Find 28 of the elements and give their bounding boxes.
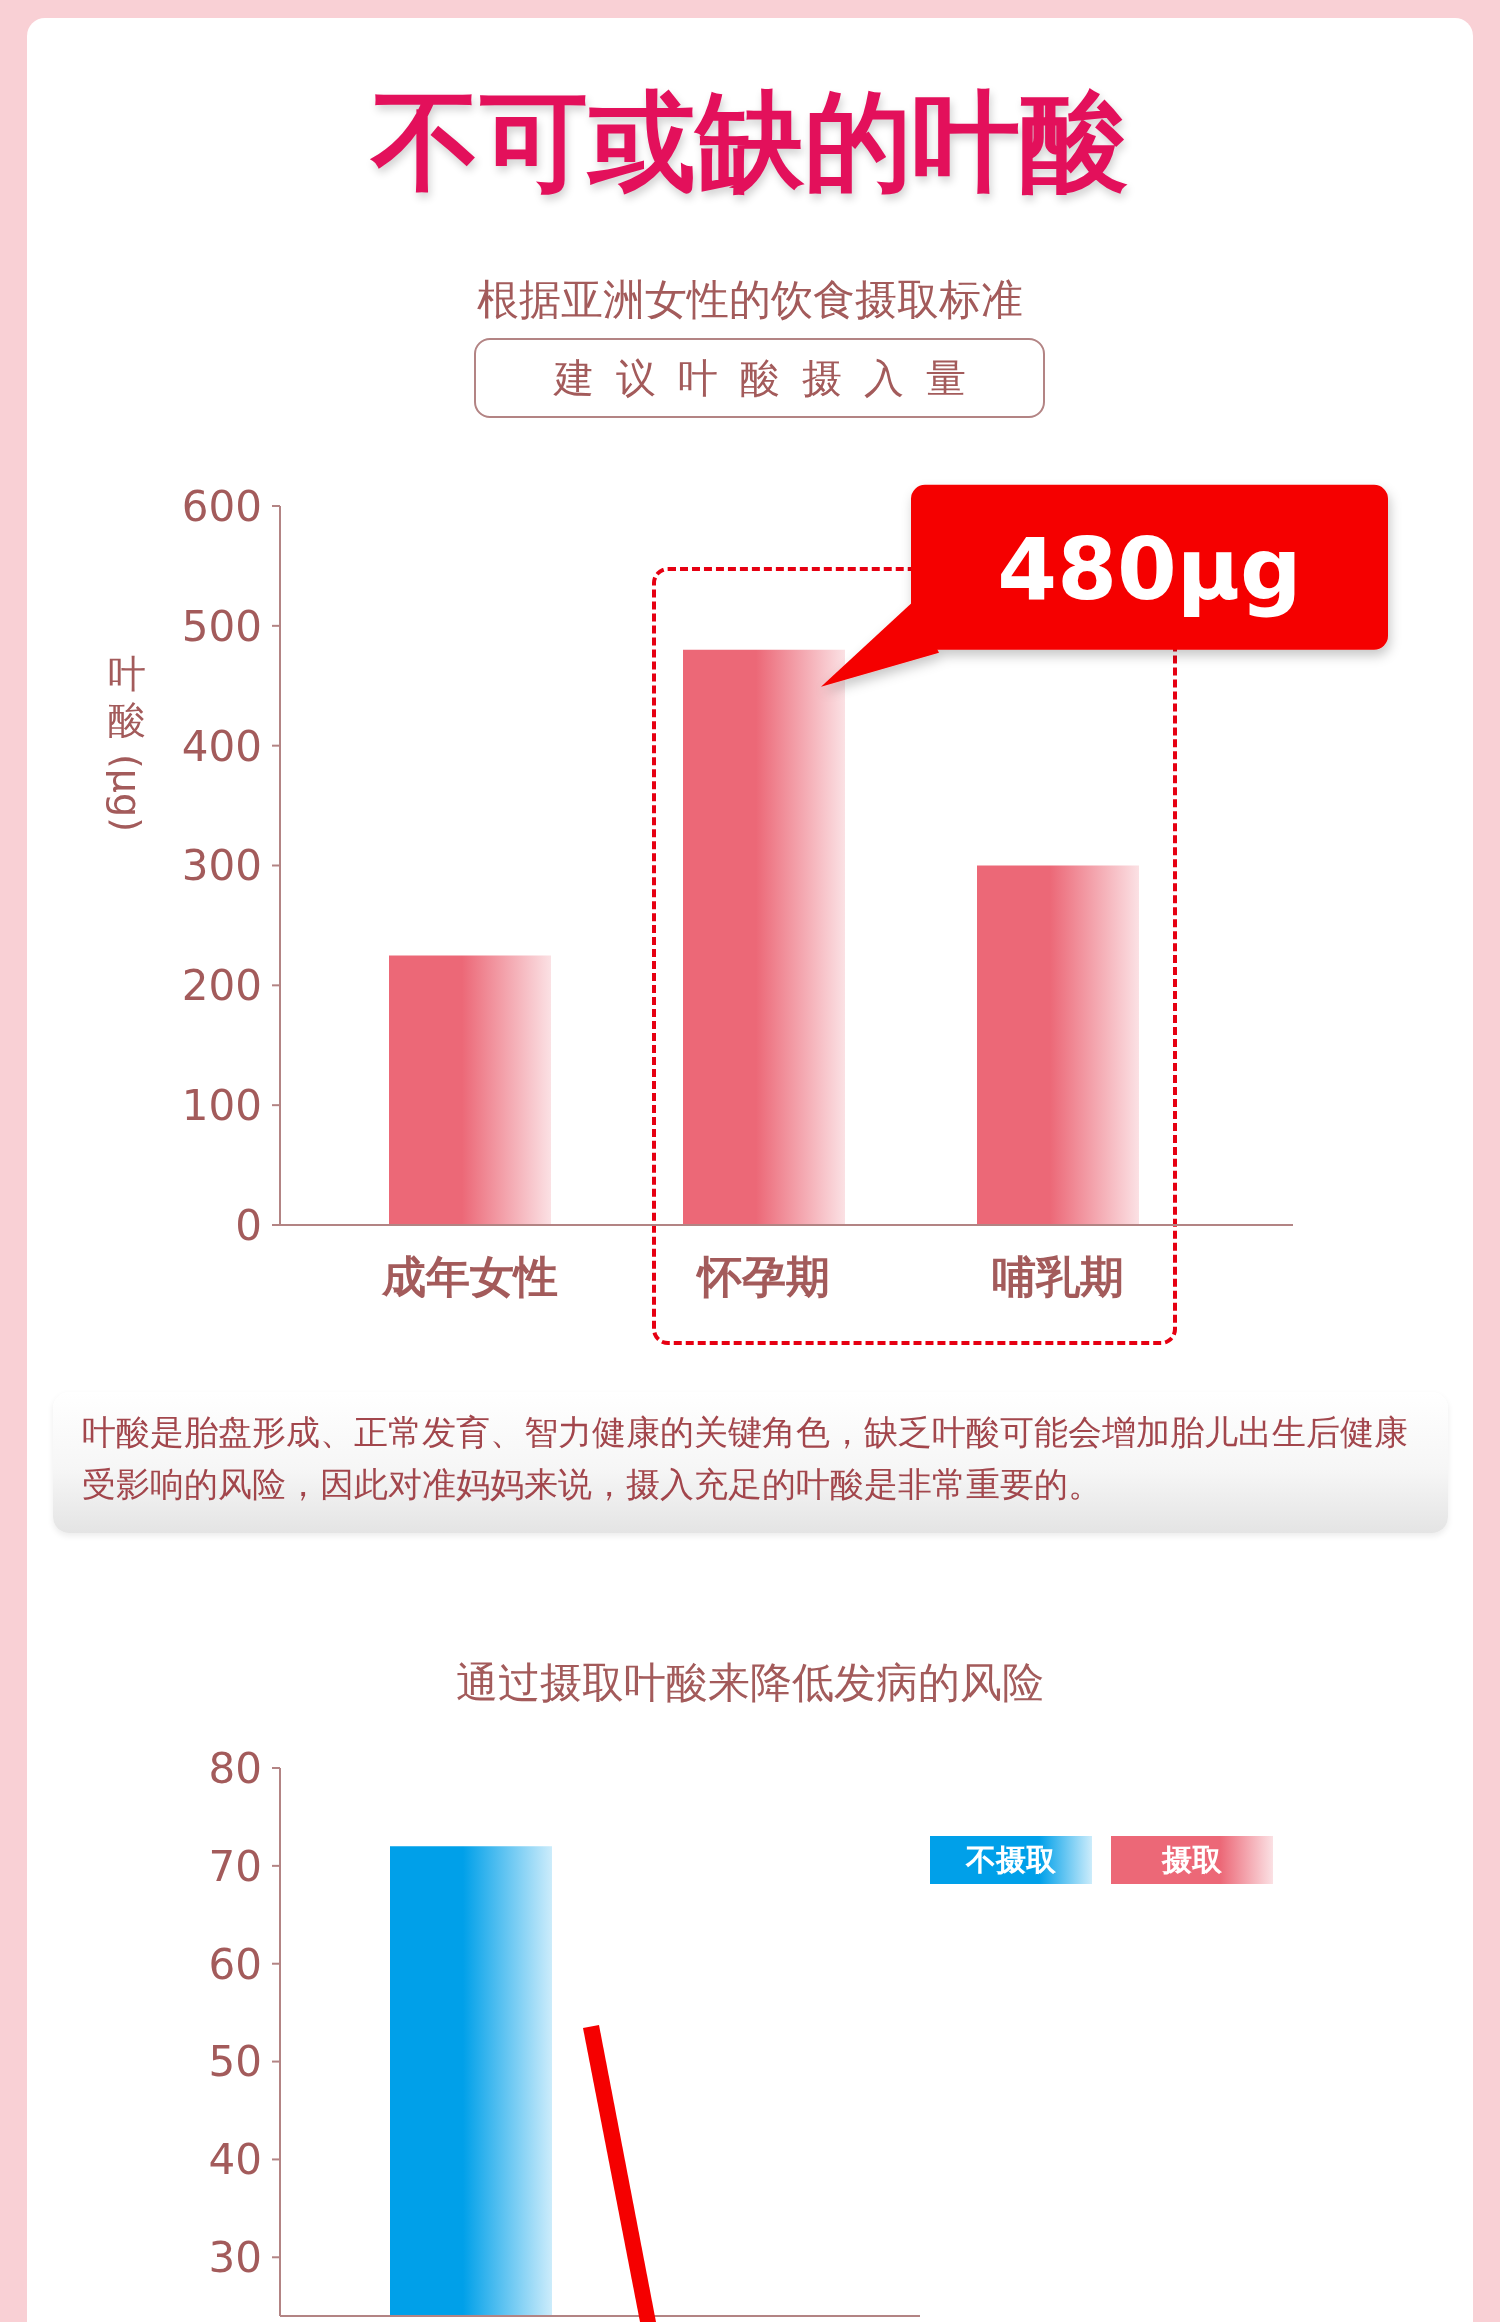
y-tick-label: 0 xyxy=(235,1200,262,1250)
y-tick-label: 30 xyxy=(208,2233,262,2283)
x-tick-label: 哺乳期 xyxy=(992,1250,1124,1302)
y-tick-label: 50 xyxy=(208,2037,262,2087)
chart-subtitle: 根据亚洲女性的饮食摄取标准 xyxy=(477,275,1023,324)
y-tick-label: 200 xyxy=(181,961,262,1011)
y-tick-label: 40 xyxy=(208,2135,262,2185)
y-tick-label: 70 xyxy=(208,1841,262,1891)
bar xyxy=(977,865,1139,1225)
legend-label: 摄取 xyxy=(1162,1842,1222,1877)
x-tick-label: 怀孕期 xyxy=(695,1250,830,1302)
annotation: 480μg xyxy=(997,519,1302,620)
chart-title: 通过摄取叶酸来降低发病的风险 xyxy=(456,1658,1044,1707)
legend-label: 不摄取 xyxy=(966,1842,1056,1877)
y-tick-label: 500 xyxy=(181,601,262,651)
y-tick-label: 60 xyxy=(208,1939,262,1989)
bar xyxy=(683,649,845,1225)
y-tick-label: 300 xyxy=(181,841,262,891)
text: 叶酸是胎盘形成、正常发育、智力健康的关键角色，缺乏叶酸可能会增加胎儿出生后健康受影响的风险，因此对准妈妈来说，摄入充足的叶酸是非常重要的。 xyxy=(82,1412,1408,1504)
y-tick-label: 600 xyxy=(181,481,262,531)
y-tick-label: 80 xyxy=(208,1743,262,1793)
bar xyxy=(389,955,551,1225)
chart-title: 不可或缺的叶酸 xyxy=(372,79,1128,204)
y-tick-label: 100 xyxy=(181,1081,262,1131)
y-axis-title: 叶酸(μg) xyxy=(104,652,149,833)
text: 建议叶酸摄入量 xyxy=(553,355,988,401)
y-tick-label: 400 xyxy=(181,721,262,771)
x-tick-label: 成年女性 xyxy=(381,1250,558,1302)
